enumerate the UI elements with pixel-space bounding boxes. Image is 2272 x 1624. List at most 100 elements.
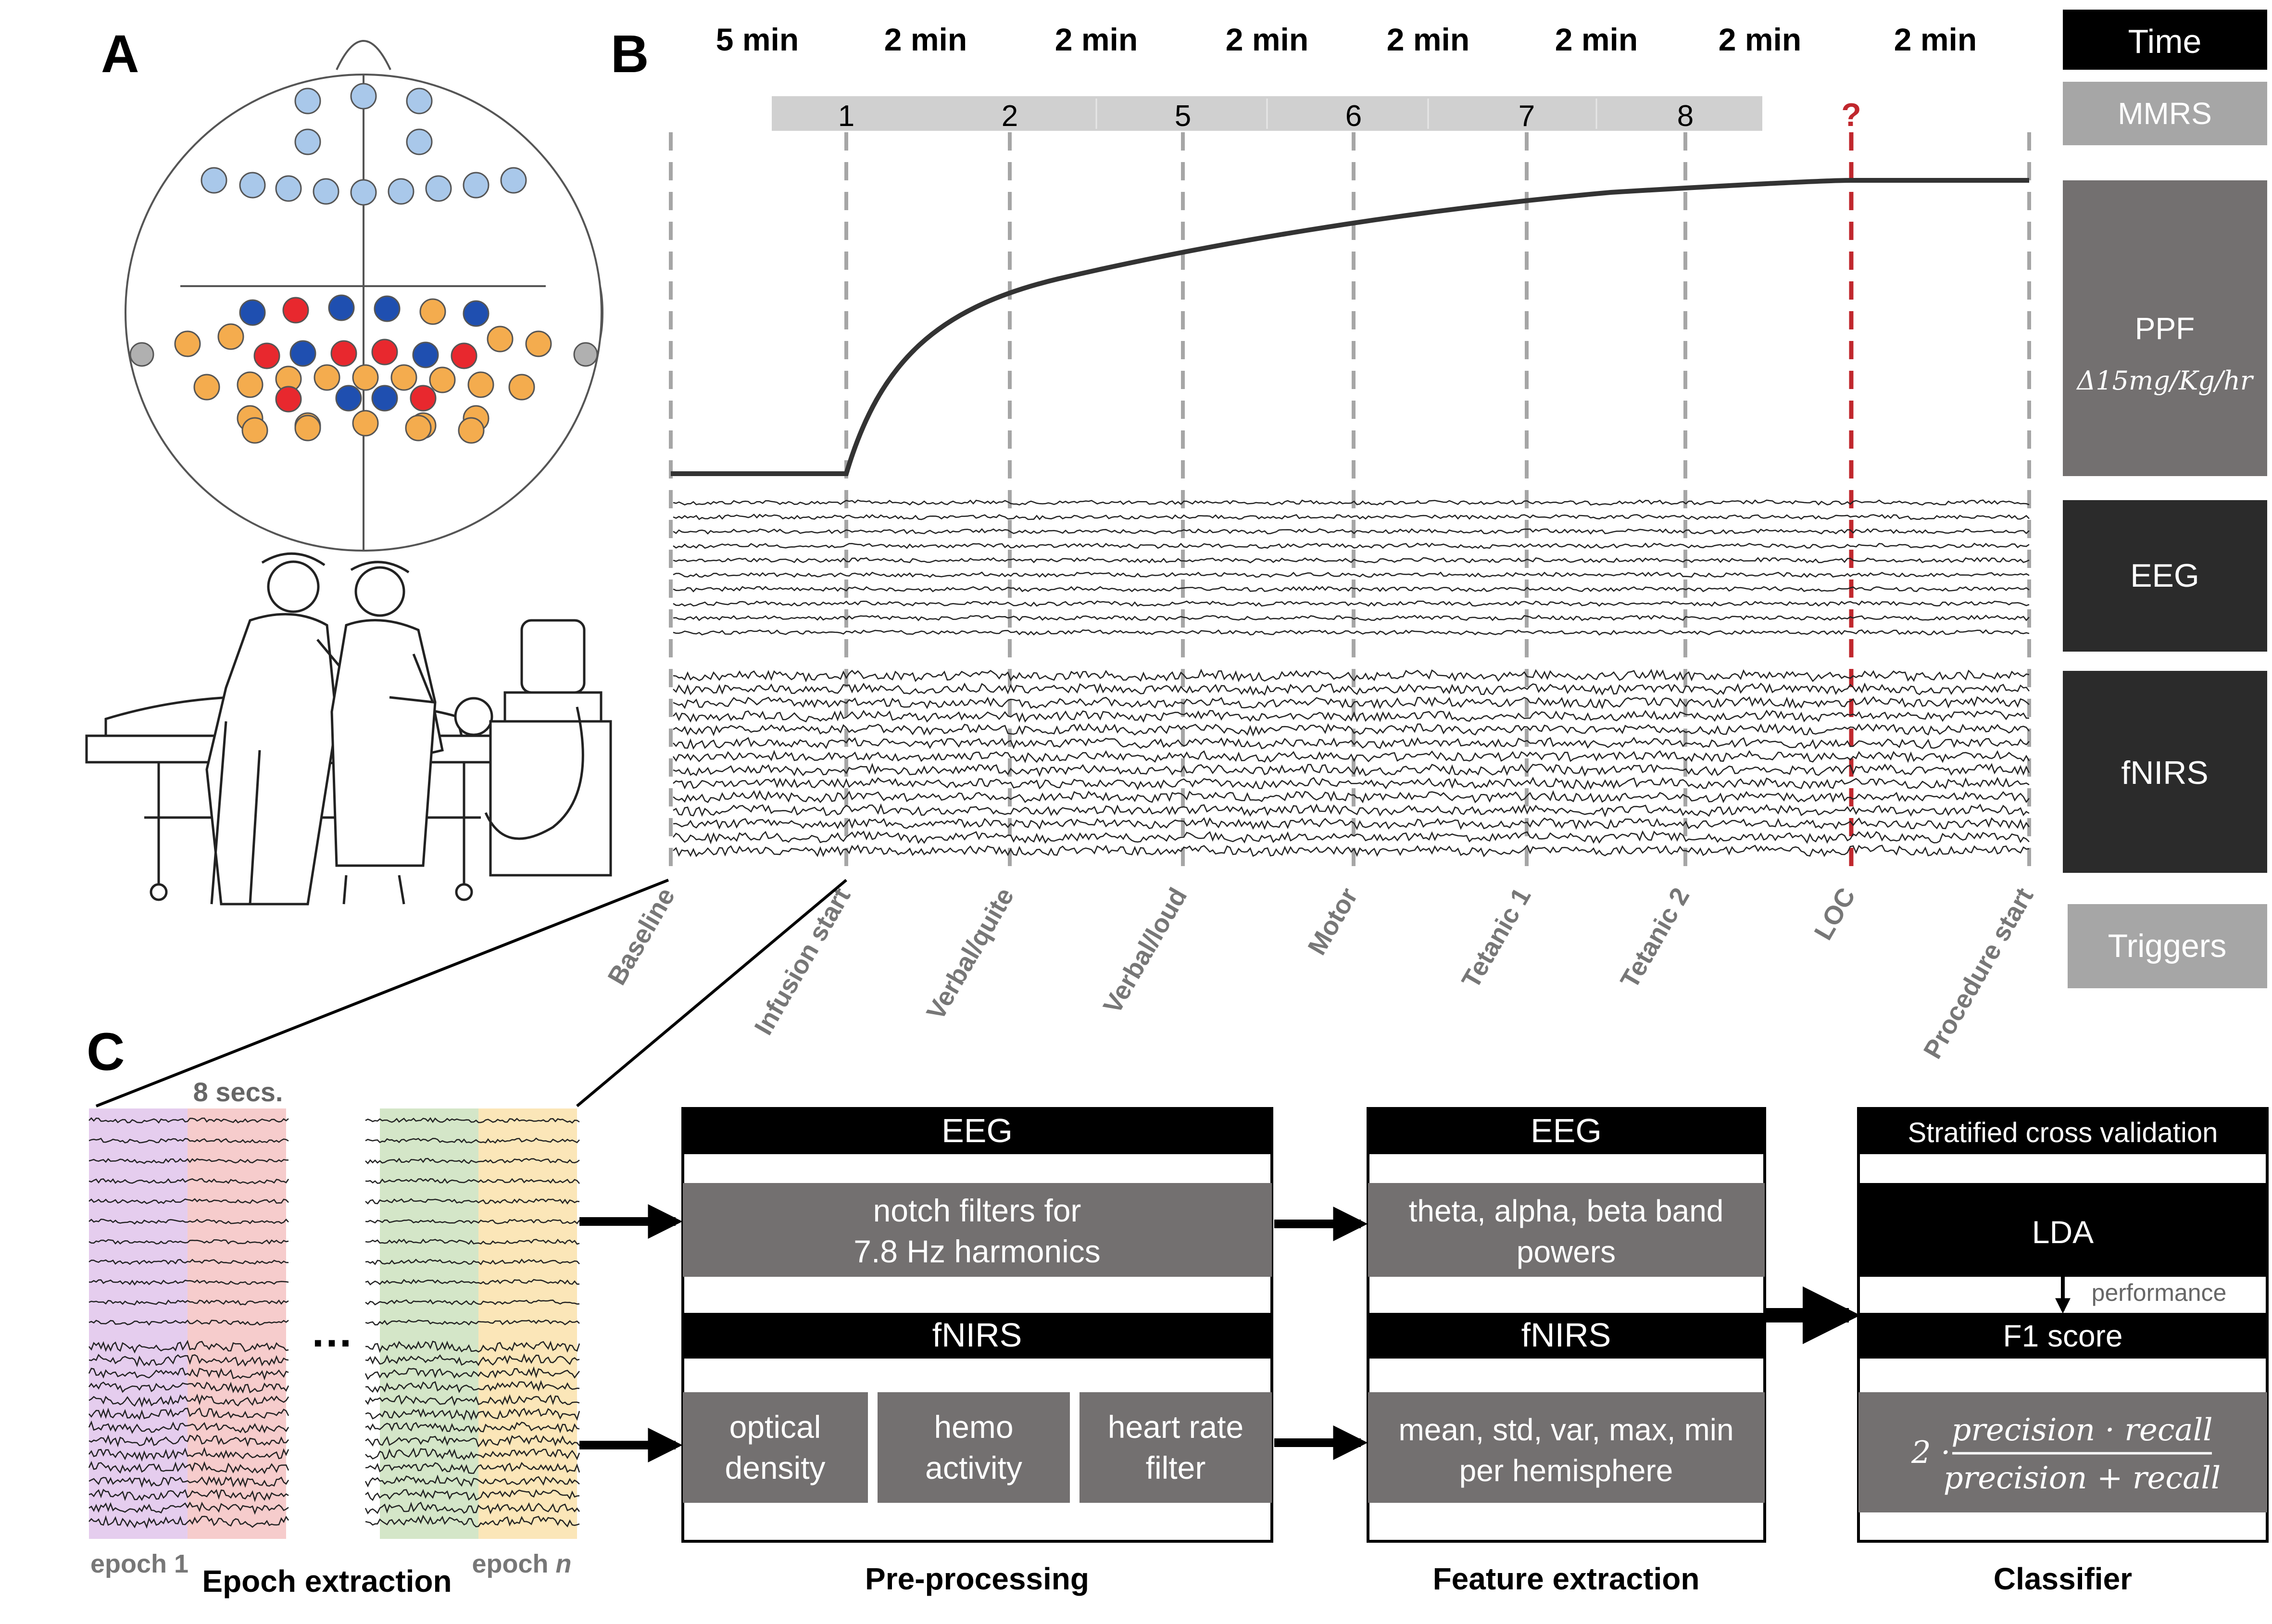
zoom-line-right xyxy=(576,879,847,1108)
eeg-trace xyxy=(673,542,2030,549)
epoch-traces xyxy=(88,1117,580,1529)
pre-fnirs-step-1-line2: density xyxy=(725,1450,825,1486)
epoch-trace xyxy=(365,1137,580,1144)
fnirs-trace xyxy=(673,830,2030,844)
duration-label: 2 min xyxy=(1894,22,1977,57)
fnirs-trace xyxy=(673,737,2030,750)
pre-fnirs-step-2-line2: activity xyxy=(925,1450,1022,1486)
feat-fnirs-line2: per hemisphere xyxy=(1459,1453,1673,1488)
epoch-trace xyxy=(364,1501,580,1515)
feat-fnirs-line1: mean, std, var, max, min xyxy=(1398,1412,1733,1447)
legend-time-label: Time xyxy=(2128,23,2202,60)
epoch-trace xyxy=(364,1394,580,1406)
electrode xyxy=(451,342,477,369)
epoch-trace xyxy=(365,1461,580,1474)
epoch-trace xyxy=(365,1178,580,1184)
trigger-label: Baseline xyxy=(602,883,680,990)
electrode xyxy=(294,88,321,114)
epoch-first-label: epoch 1 xyxy=(90,1549,188,1578)
epoch-trace xyxy=(365,1279,580,1285)
electrode xyxy=(406,88,433,114)
epoch-trace xyxy=(365,1353,580,1366)
epoch-trace xyxy=(365,1447,580,1460)
pre-fnirs-header xyxy=(683,1313,1272,1359)
duration-label: 2 min xyxy=(1226,22,1308,57)
epoch-trace xyxy=(88,1259,289,1265)
panel-label-c: C xyxy=(87,1022,125,1082)
electrode xyxy=(500,167,527,194)
epoch-trace xyxy=(365,1198,580,1205)
trigger-label: Motor xyxy=(1302,883,1363,960)
epoch-trace xyxy=(364,1366,580,1380)
electrode xyxy=(487,326,514,352)
pre-eeg-step-line2: 7.8 Hz harmonics xyxy=(854,1234,1101,1269)
epoch-trace xyxy=(365,1259,580,1265)
eeg-trace xyxy=(673,557,2030,564)
feature-extraction-caption: Feature extraction xyxy=(1433,1561,1700,1596)
electrode xyxy=(241,417,268,444)
epoch-window-label: 8 secs. xyxy=(193,1077,283,1107)
fnirs-trace xyxy=(673,723,2030,737)
fnirs-trace xyxy=(673,668,2030,682)
cls-model xyxy=(1858,1183,2267,1277)
electrode xyxy=(412,341,439,368)
epoch-trace xyxy=(365,1408,580,1421)
electrode xyxy=(410,385,437,412)
electrode xyxy=(419,298,446,325)
electrode xyxy=(217,323,244,350)
epoch-trace xyxy=(88,1393,289,1408)
preprocessing-block: EEG notch filters for 7.8 Hz harmonics f… xyxy=(681,1107,1273,1596)
feat-eeg-step xyxy=(1368,1183,1765,1277)
mmrs-score: 8 xyxy=(1677,100,1694,133)
legend-fnirs-label: fNIRS xyxy=(2121,755,2208,791)
epoch-trace xyxy=(88,1219,289,1225)
mmrs-scores: 1 2 5 6 7 8 xyxy=(838,99,1694,133)
electrode xyxy=(330,340,357,367)
panel-label-b: B xyxy=(611,25,649,84)
trigger-label: Tetanic 2 xyxy=(1615,883,1695,993)
legend-column: Time MMRS PPF Δ15mg/Kg/hr EEG fNIRS Trig… xyxy=(2063,10,2267,988)
pre-eeg-step xyxy=(683,1183,1272,1277)
epoch-trace xyxy=(88,1381,289,1394)
electrode xyxy=(239,172,266,199)
pre-fnirs-step-2 xyxy=(878,1392,1070,1503)
eeg-trace xyxy=(673,514,2030,520)
epoch-trace xyxy=(365,1340,580,1353)
epoch-ellipsis: … xyxy=(310,1308,353,1356)
epoch-trace xyxy=(88,1420,289,1434)
pre-eeg-step-line1: notch filters for xyxy=(873,1193,1081,1228)
mmrs-score: 1 xyxy=(838,100,854,133)
trigger-label: LOC xyxy=(1808,883,1861,945)
epoch-trace xyxy=(365,1514,580,1528)
legend-triggers-label: Triggers xyxy=(2108,928,2227,964)
legend-time xyxy=(2063,10,2267,70)
epoch-trace xyxy=(88,1460,289,1474)
feat-fnirs-header-label: fNIRS xyxy=(1521,1316,1611,1354)
electrode xyxy=(239,299,266,326)
epoch-extraction-caption: Epoch extraction xyxy=(202,1564,452,1599)
electrode xyxy=(463,300,490,327)
ppf-curve xyxy=(671,178,2029,476)
cls-formula-coef: 2 · xyxy=(1911,1435,1950,1471)
electrode xyxy=(371,339,398,365)
electrode xyxy=(406,128,433,155)
legend-triggers xyxy=(2068,904,2267,988)
cls-model-label: LDA xyxy=(2032,1214,2094,1250)
surgery-illustration xyxy=(85,552,612,906)
epoch-trace xyxy=(88,1447,289,1462)
epoch-trace xyxy=(88,1407,289,1421)
pre-fnirs-step-1 xyxy=(683,1392,868,1503)
eeg-traces xyxy=(673,499,2030,636)
eeg-trace xyxy=(673,585,2030,592)
epoch-last-label: epoch n xyxy=(472,1549,571,1578)
fnirs-trace xyxy=(673,776,2030,791)
electrode xyxy=(425,175,452,202)
epoch-n-window xyxy=(478,1108,577,1539)
fnirs-trace xyxy=(673,790,2030,804)
eeg-trace xyxy=(673,600,2030,607)
mmrs-score: 5 xyxy=(1175,100,1191,133)
epoch-trace xyxy=(88,1279,289,1286)
pre-fnirs-step-3 xyxy=(1080,1392,1272,1503)
epoch-trace xyxy=(88,1239,289,1245)
pre-fnirs-step-3-line2: filter xyxy=(1146,1450,1206,1486)
